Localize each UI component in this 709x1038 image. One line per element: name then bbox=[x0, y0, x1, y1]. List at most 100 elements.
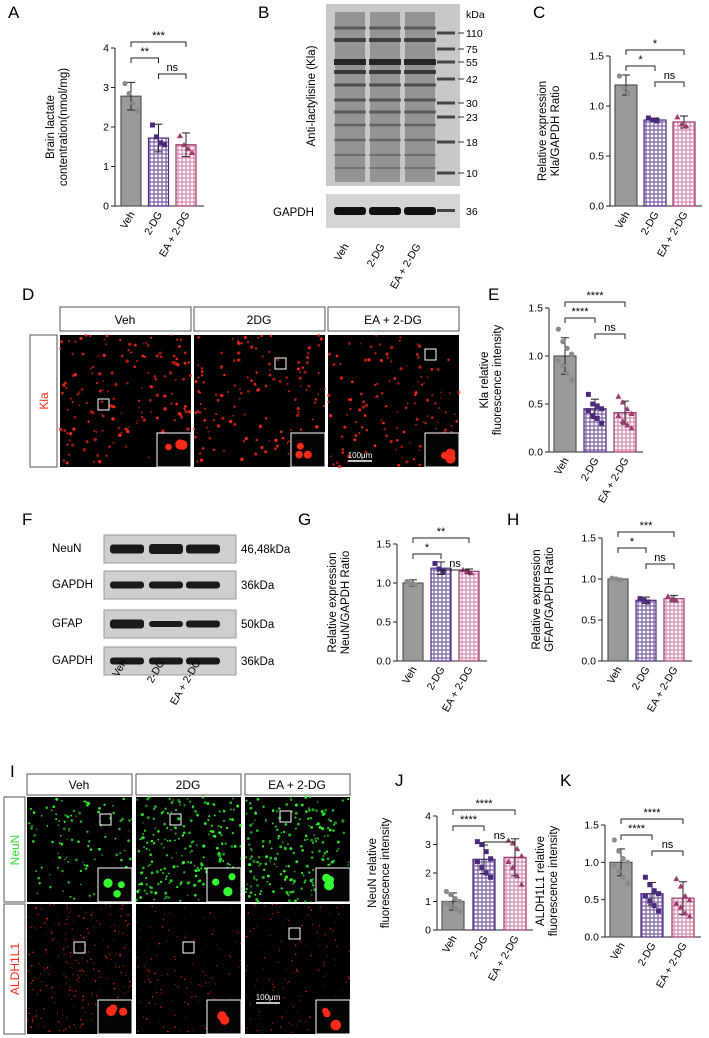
panel-i-neun-cell bbox=[164, 838, 166, 841]
panel-d-cell bbox=[341, 451, 345, 454]
panel-i-neun-cell bbox=[33, 834, 36, 837]
panel-i-aldh-cell bbox=[36, 993, 39, 995]
panel-i-aldh-cell bbox=[73, 921, 75, 923]
panel-d-cell bbox=[81, 352, 85, 356]
panel-i-aldh-cell bbox=[162, 1026, 165, 1028]
y-tick-label: 1.0 bbox=[528, 351, 543, 363]
panel-i-neun-cell bbox=[186, 894, 189, 897]
panel-d-inset-cell bbox=[177, 440, 188, 450]
panel-i-neun-cell bbox=[271, 809, 275, 812]
panel-i-aldh-cell bbox=[307, 1029, 309, 1031]
panel-d-cell bbox=[254, 347, 258, 350]
panel-i-aldh-cell bbox=[82, 936, 85, 939]
panel-d-cell bbox=[455, 420, 459, 423]
panel-i-neun-cell bbox=[255, 898, 259, 901]
panel-i-aldh-cell bbox=[65, 961, 67, 963]
panel-i-aldh-cell bbox=[168, 912, 171, 914]
panel-d-cell bbox=[412, 458, 415, 461]
panel-i-aldh-cell bbox=[79, 907, 81, 909]
panel-i-aldh-cell bbox=[249, 1018, 252, 1020]
panel-i-aldh-cell bbox=[177, 935, 179, 938]
panel-i-neun-cell bbox=[189, 851, 191, 854]
panel-i-aldh-cell bbox=[72, 974, 74, 976]
panel-i-neun-cell bbox=[88, 840, 91, 843]
panel-i-aldh-cell bbox=[42, 967, 44, 969]
panel-i-aldh-cell bbox=[319, 907, 321, 909]
panel-d-cell bbox=[90, 367, 92, 370]
panel-i-neun-cell bbox=[315, 823, 318, 826]
panel-i-neun-cell bbox=[306, 838, 309, 841]
significance-label: *** bbox=[640, 520, 654, 532]
panel-d-cell bbox=[194, 380, 198, 383]
data-point bbox=[642, 874, 648, 880]
panel-d-cell bbox=[268, 439, 271, 442]
data-point bbox=[677, 883, 684, 889]
panel-i-aldh-cell bbox=[179, 928, 180, 930]
data-point bbox=[665, 593, 671, 599]
panel-d-cell bbox=[124, 445, 128, 448]
panel-i-aldh-cell bbox=[125, 945, 127, 947]
panel-i-neun-cell bbox=[308, 795, 312, 799]
significance-label: ns bbox=[664, 70, 676, 82]
significance-bracket bbox=[452, 809, 516, 815]
panel-i-aldh-cell bbox=[334, 922, 335, 924]
panel-d-cell bbox=[186, 427, 190, 431]
blot-f-size-label: 50kDa bbox=[241, 619, 275, 631]
data-point bbox=[181, 141, 187, 148]
panel-i-neun-cell bbox=[66, 838, 68, 840]
panel-i-neun-cell bbox=[79, 869, 82, 873]
panel-d-cell bbox=[396, 410, 399, 413]
panel-i-aldh-cell bbox=[143, 981, 145, 983]
panel-d-cell bbox=[243, 335, 247, 340]
panel-d-cell bbox=[434, 402, 437, 405]
data-point bbox=[621, 85, 627, 91]
panel-d-cell bbox=[141, 354, 145, 358]
y-tick-label: 0.5 bbox=[528, 399, 543, 411]
panel-d-cell bbox=[69, 397, 72, 400]
panel-i-neun-cell bbox=[70, 819, 74, 822]
panel-i-aldh-cell bbox=[311, 923, 313, 925]
panel-i-neun-cell bbox=[145, 892, 148, 895]
panel-d-cell bbox=[148, 398, 152, 402]
panel-i-neun-cell bbox=[66, 815, 70, 819]
blot-b-band bbox=[404, 110, 436, 114]
panel-i-aldh-cell bbox=[238, 966, 240, 969]
panel-i-aldh-cell bbox=[45, 948, 47, 951]
panel-i-neun-cell bbox=[279, 872, 283, 876]
panel-d-cell bbox=[404, 406, 408, 410]
panel-i-neun-cell bbox=[52, 805, 56, 809]
panel-i-aldh-cell bbox=[239, 946, 241, 948]
panel-i-aldh-cell bbox=[82, 970, 85, 973]
panel-d-cell bbox=[136, 422, 138, 425]
panel-label-h: H bbox=[507, 510, 519, 529]
significance-bracket bbox=[130, 41, 187, 47]
data-point bbox=[134, 108, 140, 114]
panel-d-cell bbox=[406, 402, 409, 405]
panel-i-aldh-cell bbox=[39, 973, 42, 975]
panel-d-cell bbox=[236, 340, 239, 342]
panel-d-cell bbox=[422, 421, 425, 423]
panel-i-neun-cell bbox=[332, 823, 336, 826]
panel-i-aldh-cell bbox=[34, 927, 36, 929]
panel-d-cell bbox=[102, 353, 106, 357]
panel-i-aldh-cell bbox=[292, 1031, 294, 1033]
panel-i-neun-cell bbox=[188, 844, 192, 848]
panel-d-cell bbox=[125, 359, 129, 363]
panel-i-aldh-cell bbox=[258, 1018, 260, 1020]
panel-i-aldh-cell bbox=[293, 971, 295, 974]
panel-i-neun-cell bbox=[156, 882, 160, 886]
panel-d-cell bbox=[353, 438, 357, 442]
panel-label-f: F bbox=[22, 510, 32, 529]
significance-bracket bbox=[412, 553, 442, 559]
data-point bbox=[154, 134, 159, 140]
panel-i-neun-cell bbox=[320, 809, 324, 814]
panel-i-aldh-cell bbox=[335, 906, 338, 909]
panel-i-neun-cell bbox=[287, 893, 289, 896]
panel-d-cell bbox=[199, 458, 204, 462]
panel-i-neun-cell bbox=[283, 878, 287, 881]
data-point bbox=[656, 908, 662, 914]
panel-i-neun-cell bbox=[83, 800, 86, 803]
panel-d-cell bbox=[399, 367, 403, 371]
